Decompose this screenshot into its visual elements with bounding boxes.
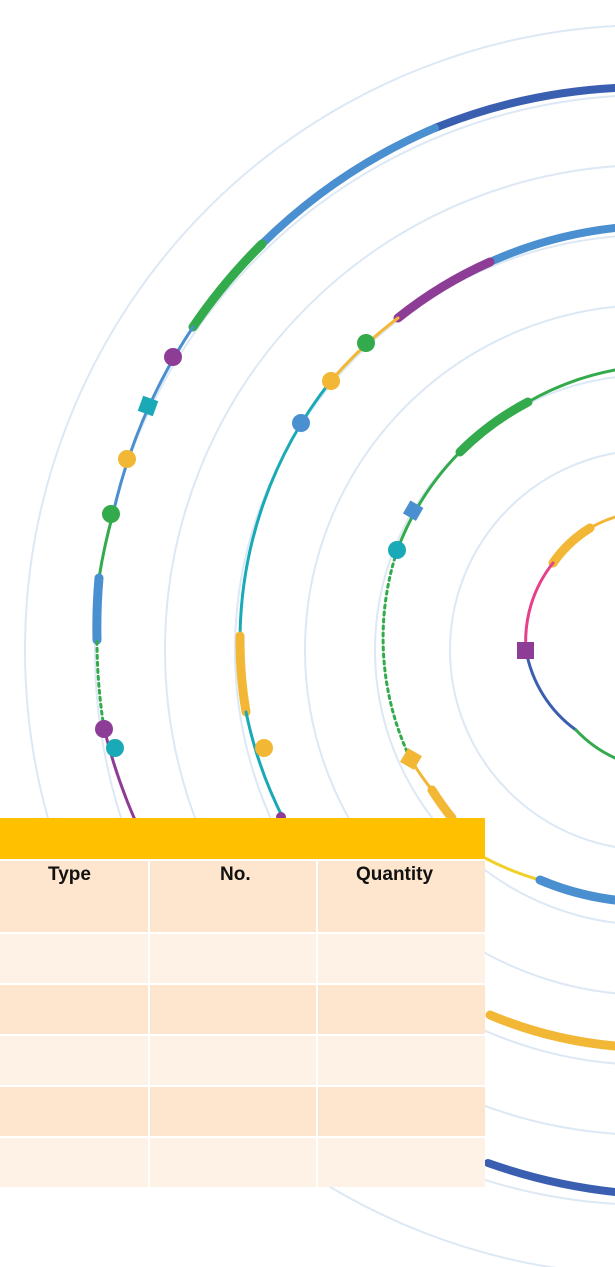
table-row — [0, 1085, 485, 1136]
faint-rings — [24, 25, 615, 1267]
no-cell — [150, 985, 318, 1034]
quantity-cell — [318, 934, 485, 983]
outer-ring-markers — [95, 348, 182, 757]
table-row — [0, 1136, 485, 1187]
second-ring-markers — [255, 334, 375, 822]
third-ring — [381, 368, 615, 823]
lower-right-arcs — [483, 856, 615, 1196]
type-cell — [0, 934, 150, 983]
third-ring-markers — [388, 500, 424, 770]
type-cell — [0, 1138, 150, 1187]
table-row — [0, 932, 485, 983]
summary-table: Type No. Quantity — [0, 818, 485, 1187]
outer-ring — [92, 84, 615, 822]
no-cell — [150, 1036, 318, 1085]
no-cell — [150, 934, 318, 983]
column-header-no: No. — [150, 861, 318, 932]
table-header-row: Type No. Quantity — [0, 859, 485, 932]
no-cell — [150, 1087, 318, 1136]
column-header-type: Type — [0, 861, 150, 932]
inner-ring — [524, 515, 615, 760]
type-cell — [0, 1036, 150, 1085]
inner-ring-markers — [517, 642, 534, 659]
table-row — [0, 983, 485, 1034]
type-cell — [0, 1087, 150, 1136]
quantity-cell — [318, 1087, 485, 1136]
quantity-cell — [318, 1138, 485, 1187]
no-cell — [150, 1138, 318, 1187]
table-title-bar — [0, 818, 485, 859]
type-cell — [0, 985, 150, 1034]
column-header-quantity: Quantity — [318, 861, 485, 932]
quantity-cell — [318, 1036, 485, 1085]
quantity-cell — [318, 985, 485, 1034]
table-row — [0, 1034, 485, 1085]
